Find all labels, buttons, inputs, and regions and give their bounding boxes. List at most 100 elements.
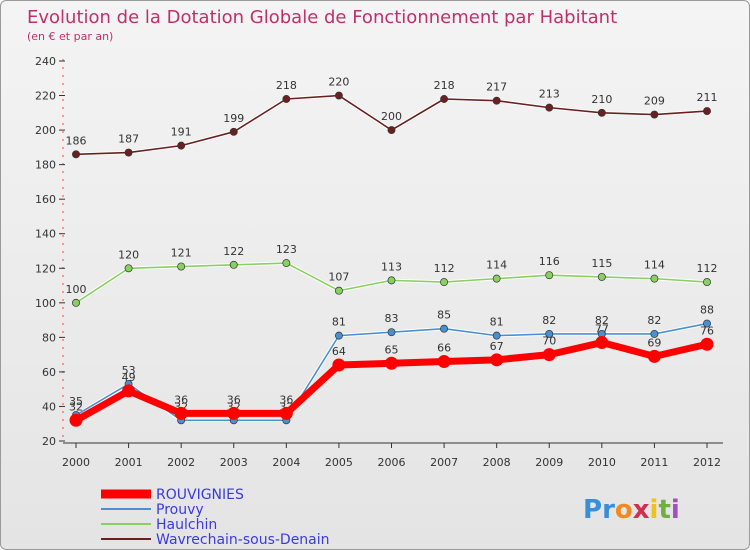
data-label: 35 — [69, 395, 83, 408]
data-label: 191 — [171, 126, 192, 139]
data-point — [334, 286, 343, 295]
data-point — [650, 274, 659, 283]
data-label: 53 — [122, 364, 136, 377]
data-point — [124, 148, 133, 157]
x-tick-label: 2005 — [325, 456, 353, 469]
data-label: 81 — [490, 316, 504, 329]
data-label: 211 — [697, 91, 718, 104]
x-tick-label: 2007 — [430, 456, 458, 469]
data-point — [492, 274, 501, 283]
logo-letter: x — [633, 495, 650, 525]
y-tick-label: 20 — [42, 435, 56, 448]
data-point — [387, 276, 396, 285]
data-label: 186 — [66, 134, 87, 147]
data-point — [174, 406, 188, 420]
data-point — [440, 95, 449, 103]
y-tick-label: 80 — [42, 331, 56, 344]
data-label: 100 — [66, 283, 87, 296]
data-point — [437, 355, 451, 369]
data-point — [334, 331, 343, 340]
x-tick-label: 2001 — [115, 456, 143, 469]
data-point — [229, 127, 238, 136]
x-tick-label: 2010 — [588, 456, 616, 469]
data-point — [177, 262, 186, 271]
data-point — [545, 329, 554, 338]
data-label: 115 — [591, 257, 612, 270]
data-label: 76 — [700, 324, 714, 337]
data-point — [650, 329, 659, 338]
data-point — [703, 278, 711, 287]
y-tick-label: 160 — [35, 193, 56, 206]
data-point — [72, 298, 80, 307]
logo-letter: i — [671, 495, 680, 525]
data-label: 209 — [644, 95, 665, 108]
data-point — [703, 107, 711, 116]
x-tick-label: 2000 — [62, 456, 90, 469]
data-label: 200 — [381, 110, 402, 123]
data-point — [177, 141, 186, 150]
data-label: 114 — [644, 259, 665, 272]
data-point — [124, 264, 133, 273]
series-haulchin: 100 120 121 122 123 107 113 112 114 116 115 114 112 — [66, 243, 718, 307]
legend-item: Wavrechain-sous-Denain — [101, 532, 330, 548]
data-point — [229, 260, 238, 269]
data-label: 64 — [332, 345, 346, 358]
data-label: 77 — [595, 323, 609, 336]
data-point — [700, 337, 714, 351]
y-tick-label: 220 — [35, 90, 56, 103]
legend-label: Haulchin — [156, 517, 217, 533]
data-label: 122 — [223, 245, 244, 258]
data-point — [597, 272, 606, 281]
data-label: 70 — [542, 335, 556, 348]
x-tick-label: 2002 — [167, 456, 195, 469]
legend-item: ROUVIGNIES — [101, 487, 244, 503]
data-label: 121 — [171, 247, 192, 260]
data-point — [492, 96, 501, 105]
y-tick-label: 140 — [35, 228, 56, 241]
x-tick-label: 2004 — [272, 456, 300, 469]
data-point — [387, 126, 396, 135]
data-label: 69 — [647, 336, 661, 349]
series-wavrechain-sous-denain: 186 187 191 199 218 220 200 218 217 213 210 209 211 — [66, 76, 718, 159]
data-point — [122, 384, 136, 398]
data-label: 213 — [539, 88, 560, 101]
x-tick-label: 2009 — [535, 456, 563, 469]
data-point — [542, 348, 556, 362]
data-label: 114 — [486, 259, 507, 272]
data-point — [72, 150, 80, 159]
data-point — [545, 271, 554, 280]
y-tick-label: 180 — [35, 159, 56, 172]
data-point — [385, 356, 398, 370]
data-label: 112 — [697, 262, 718, 275]
logo-letter: t — [658, 495, 670, 525]
logo-letter: i — [650, 495, 659, 525]
data-point — [597, 108, 606, 117]
data-label: 112 — [434, 262, 455, 275]
legend-label: ROUVIGNIES — [156, 487, 244, 503]
data-label: 220 — [328, 76, 349, 89]
data-point — [332, 358, 346, 372]
data-label: 36 — [227, 393, 241, 406]
data-label: 187 — [118, 133, 139, 146]
data-label: 83 — [385, 312, 399, 325]
data-point — [440, 278, 449, 287]
data-label: 116 — [539, 255, 560, 268]
data-point — [227, 406, 241, 420]
x-tick-label: 2008 — [483, 456, 511, 469]
x-tick-label: 2011 — [640, 456, 668, 469]
data-label: 36 — [174, 393, 188, 406]
data-point — [650, 110, 659, 119]
data-point — [282, 259, 291, 268]
y-tick-label: 240 — [35, 55, 56, 68]
data-label: 81 — [332, 316, 346, 329]
data-point — [647, 349, 661, 363]
logo-letter: P — [583, 495, 602, 525]
data-point — [282, 95, 291, 103]
y-tick-label: 60 — [42, 366, 56, 379]
legend-item: Haulchin — [101, 517, 217, 533]
x-tick-label: 2003 — [220, 456, 248, 469]
data-label: 36 — [279, 393, 293, 406]
